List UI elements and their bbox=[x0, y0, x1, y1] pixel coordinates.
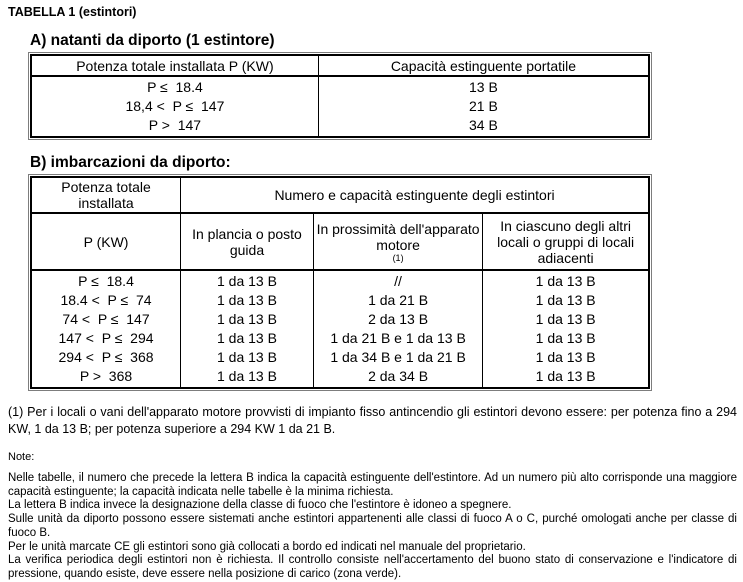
col-header-apparato-motore-label: In prossimità dell'apparato motore bbox=[316, 220, 480, 253]
table-imbarcazioni-sub-header-row: P (KW) In plancia o posto guida In pross… bbox=[30, 212, 650, 271]
note-paragraph: La lettera B indica invece la designazio… bbox=[8, 499, 512, 512]
cell-capacita-values: 13 B 21 B 34 B bbox=[317, 75, 650, 138]
cell-line: P > 147 bbox=[148, 117, 202, 133]
cell-line: // bbox=[394, 273, 402, 289]
table-imbarcazioni: Potenza totale installata Numero e capac… bbox=[28, 174, 652, 391]
table-imbarcazioni-body-row: P ≤ 18.4 18.4 < P ≤ 74 74 < P ≤ 147 147 … bbox=[30, 269, 650, 389]
cell-line: 2 da 13 B bbox=[368, 311, 429, 327]
cell-line: 1 da 13 B bbox=[535, 349, 596, 365]
cell-line: 18,4 < P ≤ 147 bbox=[125, 98, 225, 114]
cell-line: 1 da 21 B bbox=[368, 292, 429, 308]
note-paragraph: La verifica periodica degli estintori no… bbox=[8, 554, 737, 580]
cell-line: 147 < P ≤ 294 bbox=[58, 330, 154, 346]
cell-line: 294 < P ≤ 368 bbox=[58, 349, 154, 365]
document-title: TABELLA 1 (estintori) bbox=[8, 5, 137, 19]
span-header-numero-capacita: Numero e capacità estinguente degli esti… bbox=[180, 176, 650, 214]
cell-line: 1 da 13 B bbox=[217, 311, 277, 327]
section-a: A) natanti da diporto (1 estintore) Pote… bbox=[8, 32, 735, 140]
col-header-capacita: Capacità estinguente portatile bbox=[317, 54, 650, 77]
cell-plancia-values: 1 da 13 B 1 da 13 B 1 da 13 B 1 da 13 B … bbox=[180, 269, 314, 389]
cell-line: 1 da 13 B bbox=[217, 330, 277, 346]
section-b-heading: B) imbarcazioni da diporto: bbox=[30, 154, 231, 171]
cell-line: 34 B bbox=[469, 117, 498, 133]
cell-potenza-values: P ≤ 18.4 18,4 < P ≤ 147 P > 147 bbox=[30, 75, 319, 138]
note-paragraph: Per le unità marcate CE gli estintori so… bbox=[8, 540, 526, 553]
cell-altri-locali-values: 1 da 13 B 1 da 13 B 1 da 13 B 1 da 13 B … bbox=[482, 269, 650, 389]
cell-line: 18.4 < P ≤ 74 bbox=[60, 292, 152, 308]
footnote-ref-1: (1) bbox=[392, 252, 404, 263]
cell-line: P ≤ 18.4 bbox=[78, 273, 134, 289]
cell-line: 1 da 13 B bbox=[535, 330, 596, 346]
notes-block: Nelle tabelle, il numero che precede la … bbox=[8, 472, 737, 582]
col-header-apparato-motore: In prossimità dell'apparato motore (1) bbox=[312, 212, 484, 271]
col-header-altri-locali: In ciascuno degli altri locali o gruppi … bbox=[482, 212, 650, 271]
cell-line: 1 da 13 B bbox=[535, 292, 596, 308]
cell-line: 1 da 13 B bbox=[217, 368, 277, 384]
cell-line: 1 da 13 B bbox=[535, 273, 596, 289]
cell-line: 1 da 21 B e 1 da 13 B bbox=[330, 330, 466, 346]
table-natanti: Potenza totale installata P (KW) Capacit… bbox=[28, 52, 652, 140]
col-header-plancia: In plancia o posto guida bbox=[180, 212, 314, 271]
col-header-potenza: Potenza totale installata P (KW) bbox=[30, 54, 319, 77]
cell-line: 1 da 13 B bbox=[535, 368, 596, 384]
cell-line: 2 da 34 B bbox=[368, 368, 429, 384]
cell-line: 1 da 13 B bbox=[217, 292, 277, 308]
cell-p-kw-values: P ≤ 18.4 18.4 < P ≤ 74 74 < P ≤ 147 147 … bbox=[30, 269, 182, 389]
notes-label: Note: bbox=[8, 451, 35, 463]
table-natanti-header-row: Potenza totale installata P (KW) Capacit… bbox=[30, 54, 650, 77]
table-natanti-body-row: P ≤ 18.4 18,4 < P ≤ 147 P > 147 13 B 21 … bbox=[30, 75, 650, 138]
corner-header-potenza-totale: Potenza totale installata bbox=[30, 176, 182, 214]
cell-line: 13 B bbox=[469, 79, 498, 95]
cell-apparato-motore-values: // 1 da 21 B 2 da 13 B 1 da 21 B e 1 da … bbox=[312, 269, 484, 389]
note-paragraph: Sulle unità da diporto possono essere si… bbox=[8, 513, 737, 539]
cell-line: 1 da 13 B bbox=[217, 273, 277, 289]
cell-line: 74 < P ≤ 147 bbox=[62, 311, 150, 327]
cell-line: 21 B bbox=[469, 98, 498, 114]
cell-line: 1 da 13 B bbox=[217, 349, 277, 365]
table-imbarcazioni-top-header-row: Potenza totale installata Numero e capac… bbox=[30, 176, 650, 214]
section-b: B) imbarcazioni da diporto: Potenza tota… bbox=[8, 154, 735, 391]
section-a-heading: A) natanti da diporto (1 estintore) bbox=[30, 32, 275, 49]
note-paragraph: Nelle tabelle, il numero che precede la … bbox=[8, 472, 737, 498]
cell-line: P ≤ 18.4 bbox=[147, 79, 203, 95]
cell-line: 1 da 13 B bbox=[535, 311, 596, 327]
cell-line: P > 368 bbox=[79, 368, 133, 384]
cell-line: 1 da 34 B e 1 da 21 B bbox=[330, 349, 466, 365]
footnote-1-text: (1) Per i locali o vani dell'apparato mo… bbox=[8, 405, 737, 436]
col-header-p-kw: P (KW) bbox=[30, 212, 182, 271]
